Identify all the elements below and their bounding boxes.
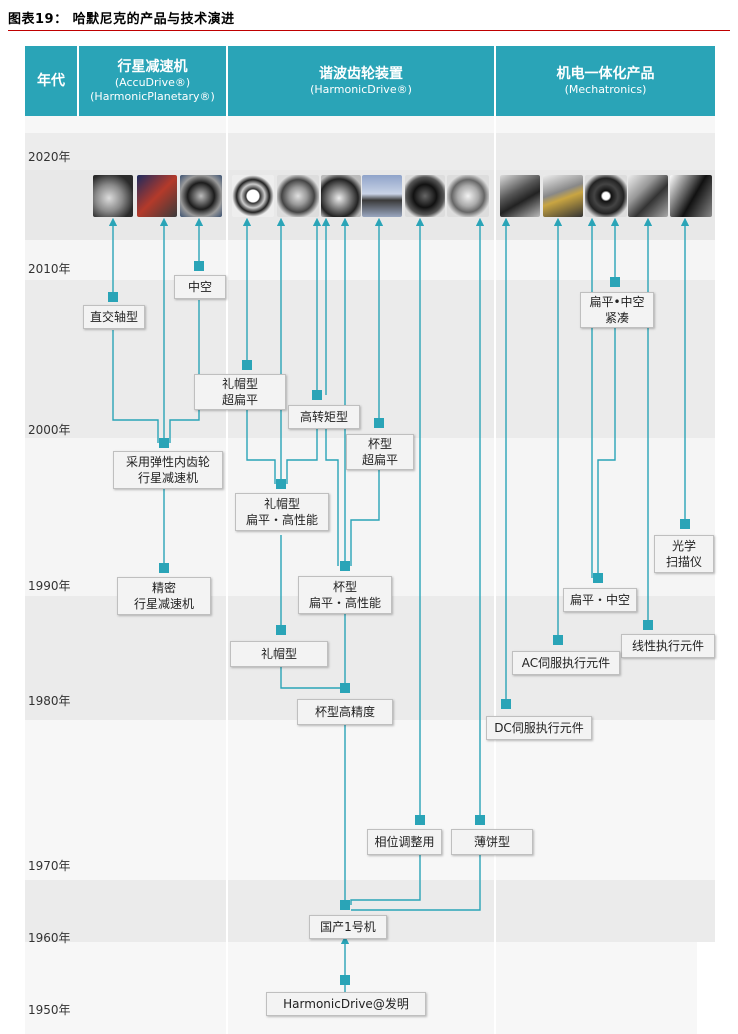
box-linear-actuator: 线性执行元件 xyxy=(621,634,715,658)
product-photo-planetary-hollow xyxy=(180,175,222,217)
box-silkhat-flat-high-perf: 礼帽型 扁平・高性能 xyxy=(235,493,329,531)
node-square xyxy=(108,292,118,302)
header-harmonic: 谐波齿轮装置 (HarmonicDrive®) xyxy=(228,46,494,116)
header-year: 年代 xyxy=(25,46,77,116)
line-gaozhuan-beixing xyxy=(325,428,339,566)
node-square xyxy=(501,699,511,709)
header-planetary-sub1: (AccuDrive®) xyxy=(114,75,191,89)
node-square xyxy=(340,975,350,985)
node-square xyxy=(159,438,169,448)
box-cup-high-precision: 杯型高精度 xyxy=(297,699,393,725)
product-photo-gear-5 xyxy=(405,175,445,217)
box-silkhat-ultra-flat: 礼帽型 超扁平 xyxy=(194,374,286,410)
band-2020 xyxy=(25,133,715,170)
header-planetary-sub2: (HarmonicPlanetary®) xyxy=(90,89,215,103)
year-label: 1980年 xyxy=(28,694,71,708)
year-label: 1970年 xyxy=(28,859,71,873)
header-harmonic-title: 谐波齿轮装置 xyxy=(319,65,403,82)
line-xiangwei-guochan xyxy=(350,855,421,905)
product-photo-mech-3 xyxy=(585,175,627,217)
box-silkhat: 礼帽型 xyxy=(230,641,328,667)
box-cup-ultra-flat: 杯型 超扁平 xyxy=(346,434,414,470)
node-square xyxy=(276,479,286,489)
product-photo-mech-4 xyxy=(628,175,668,217)
node-square xyxy=(610,277,620,287)
box-cup-flat-high-perf: 杯型 扁平・高性能 xyxy=(298,576,392,614)
line-zhijiao-caiyong xyxy=(112,330,159,443)
node-square xyxy=(374,418,384,428)
product-photo-mech-2 xyxy=(543,175,583,217)
node-square xyxy=(159,563,169,573)
header-harmonic-sub: (HarmonicDrive®) xyxy=(310,82,412,96)
box-dc-servo-actuator: DC伺服执行元件 xyxy=(486,716,592,740)
node-square xyxy=(340,683,350,693)
product-photo-gear-2 xyxy=(277,175,319,217)
node-square xyxy=(643,620,653,630)
year-label: 2000年 xyxy=(28,423,71,437)
node-square xyxy=(415,815,425,825)
box-pancake: 薄饼型 xyxy=(451,829,533,855)
header-mechatronics-title: 机电一体化产品 xyxy=(556,65,655,82)
band-1950s xyxy=(25,942,697,1034)
box-precision-planetary: 精密 行星减速机 xyxy=(117,577,211,615)
figure-title: 图表19： 哈默尼克的产品与技术演进 xyxy=(8,12,235,27)
line-beixing-chao-beixing xyxy=(350,467,380,566)
node-square xyxy=(242,360,252,370)
product-photo-mech-5 xyxy=(670,175,712,217)
year-label: 2010年 xyxy=(28,262,71,276)
header-planetary: 行星减速机 (AccuDrive®) (HarmonicPlanetary®) xyxy=(79,46,226,116)
title-divider xyxy=(8,30,730,31)
line-zhongkong-caiyong xyxy=(169,300,200,443)
year-label: 1990年 xyxy=(28,579,71,593)
node-square xyxy=(340,561,350,571)
product-photo-gear-4 xyxy=(362,175,402,217)
line-bianping-jin-down xyxy=(597,325,616,578)
product-photo-gear-6 xyxy=(447,175,489,217)
product-photo-mech-1 xyxy=(500,175,540,217)
box-right-angle-type: 直交轴型 xyxy=(83,305,145,329)
year-label: 1950年 xyxy=(28,1003,71,1017)
line-gaozhuan-down xyxy=(286,428,318,484)
column-separator xyxy=(226,46,228,1034)
line-baobing-guochan xyxy=(351,855,481,911)
box-phase-adjust: 相位调整用 xyxy=(367,829,442,855)
node-square xyxy=(340,900,350,910)
box-optical-scanner: 光学 扫描仪 xyxy=(654,535,714,573)
node-square xyxy=(475,815,485,825)
box-high-torque: 高转矩型 xyxy=(288,405,360,429)
box-hollow: 中空 xyxy=(174,275,226,299)
node-square xyxy=(553,635,563,645)
header-mechatronics: 机电一体化产品 (Mechatronics) xyxy=(496,46,715,116)
year-label: 1960年 xyxy=(28,931,71,945)
header-mechatronics-sub: (Mechatronics) xyxy=(564,82,647,96)
band-2010 xyxy=(25,240,715,280)
node-square xyxy=(593,573,603,583)
box-ac-servo-actuator: AC伺服执行元件 xyxy=(512,651,620,675)
product-photo-gear-1 xyxy=(232,175,274,217)
node-square xyxy=(276,625,286,635)
column-separator xyxy=(494,46,496,1034)
product-photo-planetary-elastic xyxy=(137,175,177,217)
box-flat-hollow: 扁平・中空 xyxy=(563,588,637,612)
line-limao-chao-down xyxy=(246,408,276,484)
node-square xyxy=(312,390,322,400)
header-year-label: 年代 xyxy=(37,72,65,89)
box-flat-hollow-compact: 扁平•中空 紧凑 xyxy=(580,292,654,328)
box-harmonicdrive-invention: HarmonicDrive@发明 xyxy=(266,992,426,1016)
box-elastic-planetary: 采用弹性内齿轮 行星减速机 xyxy=(113,451,223,489)
product-photo-planetary-right-angle xyxy=(93,175,133,217)
header-planetary-title: 行星减速机 xyxy=(117,58,188,75)
product-photo-gear-3 xyxy=(321,175,361,217)
box-domestic-no1: 国产1号机 xyxy=(309,915,387,939)
node-square xyxy=(680,519,690,529)
year-label: 2020年 xyxy=(28,150,71,164)
node-square xyxy=(194,261,204,271)
line-limao-beigao xyxy=(280,664,345,689)
